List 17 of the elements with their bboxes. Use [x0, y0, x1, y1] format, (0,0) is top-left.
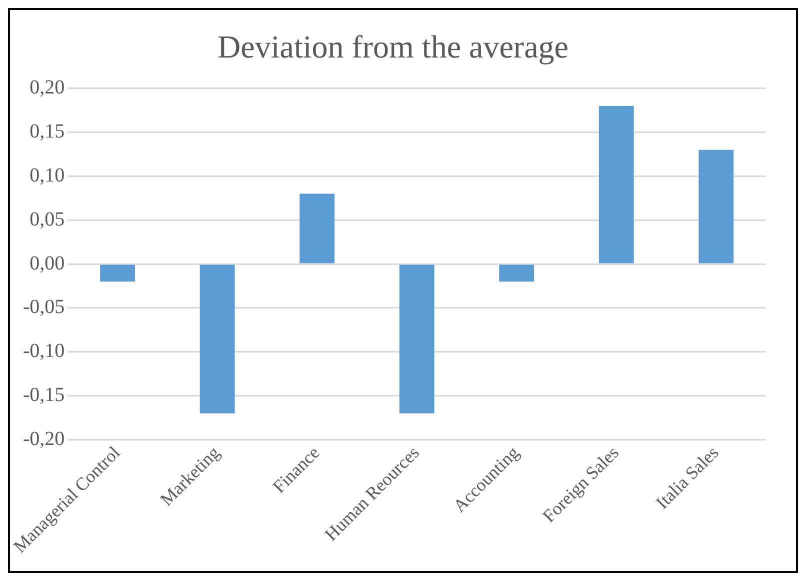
y-tick-label: -0,15 [22, 384, 65, 406]
y-tick-label: 0,00 [30, 252, 65, 274]
y-tick-label: -0,05 [22, 296, 65, 318]
y-tick-label: -0,10 [22, 340, 65, 362]
y-tick-label: -0,20 [22, 428, 65, 450]
chart-title: Deviation from the average [218, 28, 568, 65]
bar [399, 264, 434, 414]
y-tick-label: 0,20 [30, 76, 65, 99]
y-tick-label: 0,10 [30, 164, 65, 186]
y-tick-label: 0,05 [30, 208, 65, 230]
bar [300, 194, 335, 264]
bar [698, 150, 734, 264]
y-tick-label: 0,15 [30, 120, 65, 143]
bar [598, 106, 634, 264]
bar [200, 264, 235, 414]
bar [499, 264, 534, 282]
bar [100, 264, 135, 282]
